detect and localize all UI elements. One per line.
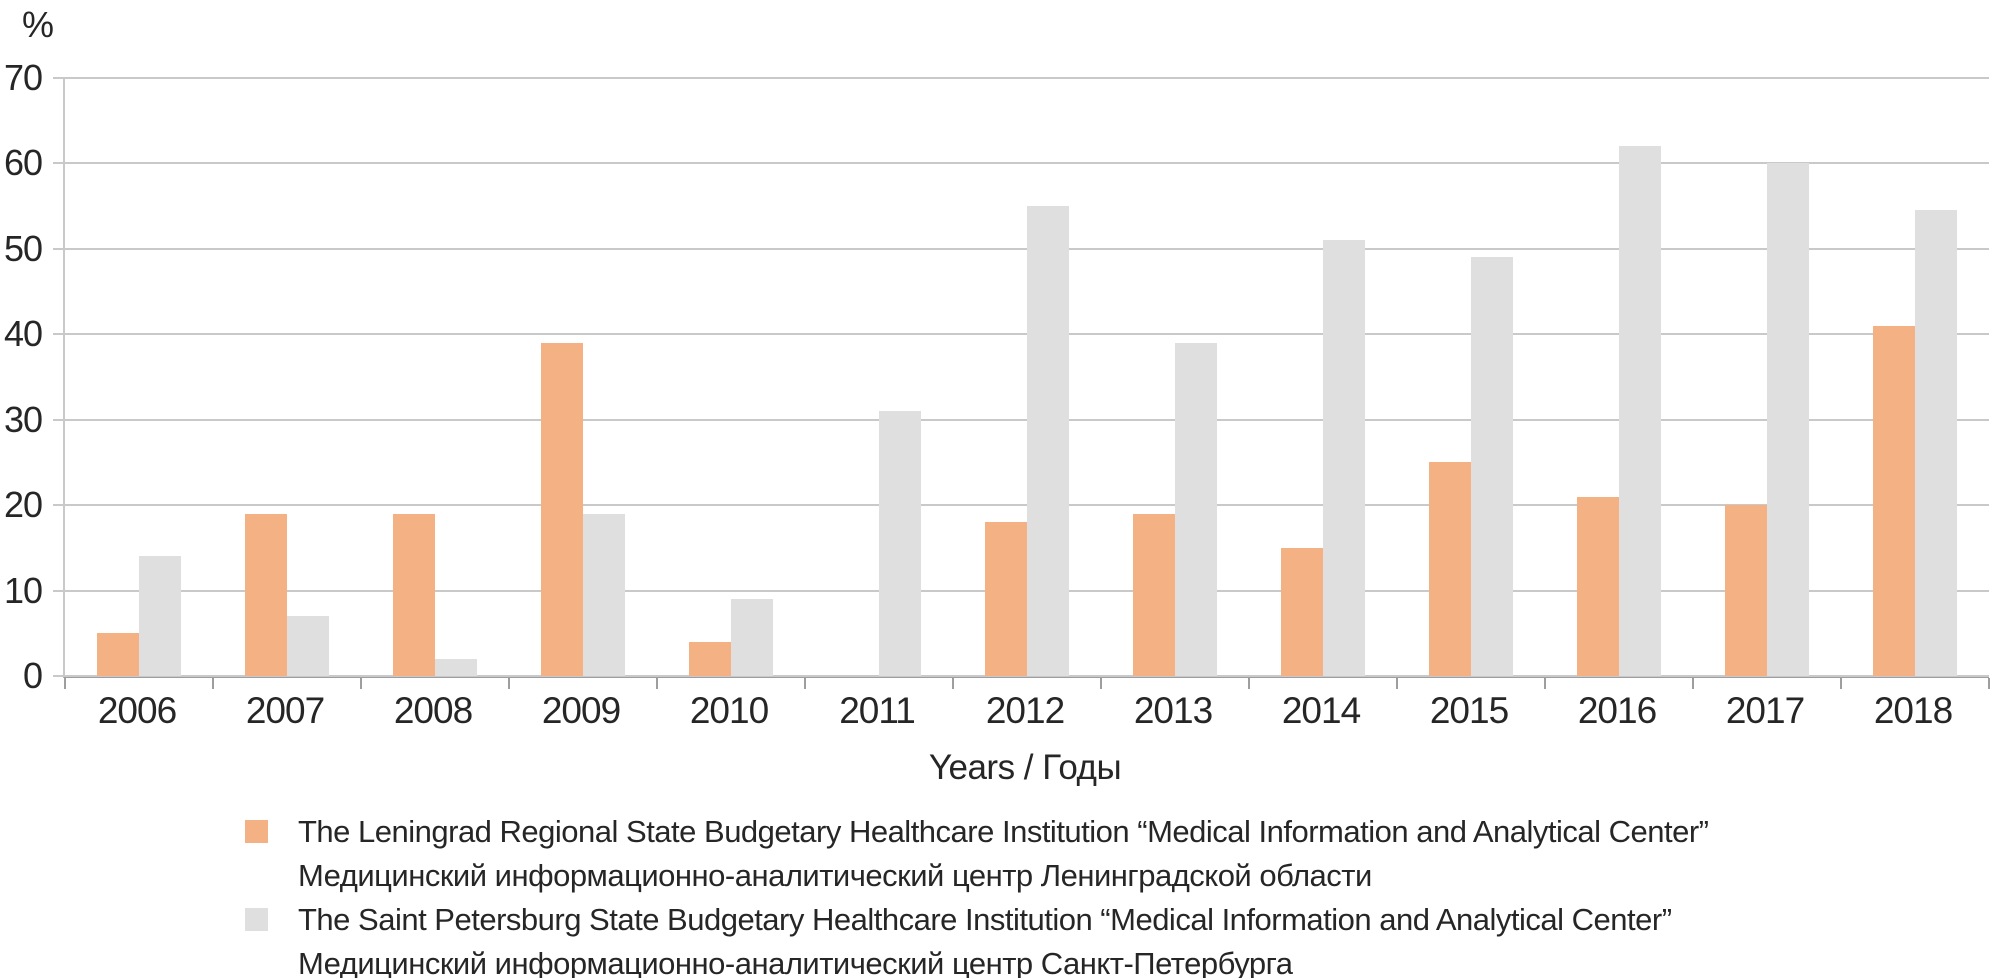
x-label-2006: 2006 <box>97 690 177 731</box>
bar-spb-miac-2009 <box>583 513 625 676</box>
bar-leningrad-miac-2008 <box>393 513 435 676</box>
x-tick-3 <box>508 678 510 689</box>
gridline-40 <box>53 333 1989 336</box>
x-tick-12 <box>1840 678 1842 689</box>
bar-spb-miac-2013 <box>1175 342 1217 676</box>
category-slot-2014 <box>1249 78 1397 676</box>
category-slot-2007 <box>213 78 361 676</box>
category-slot-2017 <box>1693 78 1841 676</box>
bar-spb-miac-2006 <box>139 556 181 676</box>
bar-spb-miac-2012 <box>1027 206 1069 676</box>
category-slot-2012 <box>953 78 1101 676</box>
legend: The Leningrad Regional State Budgetary H… <box>245 810 1709 978</box>
x-label-2008: 2008 <box>393 690 473 731</box>
y-tick-label-40: 40 <box>3 313 43 355</box>
bar-leningrad-miac-2007 <box>245 513 287 676</box>
y-axis-unit-label: % <box>22 4 54 45</box>
category-slot-2011 <box>805 78 953 676</box>
legend-label-leningrad-en: The Leningrad Regional State Budgetary H… <box>298 814 1709 849</box>
bar-spb-miac-2008 <box>435 658 477 676</box>
bar-leningrad-miac-2013 <box>1133 513 1175 676</box>
plot-area <box>53 77 1990 689</box>
y-tick-label-20: 20 <box>3 484 43 526</box>
y-tick-label-60: 60 <box>3 142 43 184</box>
y-tick-label-10: 10 <box>3 569 43 611</box>
y-tick-label-50: 50 <box>3 227 43 269</box>
x-tick-0 <box>64 678 66 689</box>
x-tick-7 <box>1099 678 1102 689</box>
gridline-60 <box>53 162 1989 165</box>
bar-spb-miac-2007 <box>287 616 329 676</box>
x-tick-11 <box>1692 678 1694 689</box>
x-label-2007: 2007 <box>245 690 325 731</box>
legend-label-leningrad-ru: Медицинский информационно-аналитический … <box>298 857 1372 893</box>
x-tick-1 <box>211 678 214 689</box>
category-slot-2010 <box>657 78 805 676</box>
bar-spb-miac-2017 <box>1767 163 1809 676</box>
x-label-2009: 2009 <box>541 690 621 731</box>
y-axis-labels: 0 10 20 30 40 50 60 70 <box>0 60 46 694</box>
bar-spb-miac-2018 <box>1915 210 1957 676</box>
x-label-2015: 2015 <box>1429 690 1509 731</box>
x-label-2010: 2010 <box>689 690 769 731</box>
legend-entry-spb: The Saint Petersburg State Budgetary Hea… <box>245 898 1709 978</box>
x-tick-2 <box>359 678 362 689</box>
bar-leningrad-miac-2006 <box>97 633 139 676</box>
x-label-2017: 2017 <box>1725 690 1805 731</box>
bar-leningrad-miac-2018 <box>1873 325 1915 676</box>
bars-layer <box>65 78 1989 676</box>
category-slot-2008 <box>361 78 509 676</box>
legend-label-spb-en: The Saint Petersburg State Budgetary Hea… <box>298 902 1672 937</box>
bar-leningrad-miac-2009 <box>541 342 583 676</box>
bar-spb-miac-2016 <box>1619 146 1661 676</box>
category-slot-2013 <box>1101 78 1249 676</box>
y-tick-label-0: 0 <box>22 655 43 696</box>
category-slot-2016 <box>1545 78 1693 676</box>
x-label-2014: 2014 <box>1281 690 1361 731</box>
x-tick-13 <box>1988 678 1990 689</box>
y-tick-label-70: 70 <box>3 57 43 98</box>
x-label-2012: 2012 <box>985 690 1065 731</box>
bar-spb-miac-2015 <box>1471 257 1513 676</box>
x-tick-4 <box>655 678 658 689</box>
x-label-2013: 2013 <box>1133 690 1213 731</box>
legend-label-spb-ru: Медицинский информационно-аналитический … <box>298 945 1293 978</box>
legend-swatch-spb <box>245 908 268 931</box>
x-tick-5 <box>804 678 806 689</box>
x-axis-title: Years / Годы <box>928 748 1122 787</box>
bar-leningrad-miac-2017 <box>1725 505 1767 676</box>
category-slot-2018 <box>1841 78 1989 676</box>
bar-spb-miac-2014 <box>1323 240 1365 676</box>
category-slot-2006 <box>65 78 213 676</box>
gridline-30 <box>53 418 1989 421</box>
legend-text-spb: The Saint Petersburg State Budgetary Hea… <box>298 898 1672 978</box>
category-slot-2009 <box>509 78 657 676</box>
x-label-2016: 2016 <box>1577 690 1657 731</box>
x-label-2011: 2011 <box>839 690 916 731</box>
x-tick-9 <box>1395 678 1398 689</box>
gridline-50 <box>53 247 1989 250</box>
gridline-20 <box>53 504 1989 507</box>
category-slot-2015 <box>1397 78 1545 676</box>
x-tick-8 <box>1247 678 1250 689</box>
bar-spb-miac-2011 <box>879 411 921 676</box>
x-tick-10 <box>1544 678 1546 689</box>
bar-leningrad-miac-2014 <box>1281 547 1323 676</box>
legend-entry-leningrad: The Leningrad Regional State Budgetary H… <box>245 810 1709 897</box>
bar-leningrad-miac-2015 <box>1429 462 1471 676</box>
x-tick-6 <box>952 678 954 689</box>
bar-leningrad-miac-2016 <box>1577 496 1619 676</box>
x-axis-labels: 2006 2007 2008 2009 2010 2011 2012 2013 2014 2015… <box>63 690 1987 732</box>
y-tick-label-30: 30 <box>3 398 43 440</box>
legend-text-leningrad: The Leningrad Regional State Budgetary H… <box>298 810 1709 897</box>
bar-leningrad-miac-2010 <box>689 641 731 676</box>
bar-leningrad-miac-2012 <box>985 522 1027 676</box>
legend-swatch-leningrad <box>245 820 268 843</box>
gridline-70 <box>53 77 1989 79</box>
bar-spb-miac-2010 <box>731 599 773 676</box>
gridline-0 <box>53 675 1989 677</box>
x-label-2018: 2018 <box>1873 690 1953 731</box>
